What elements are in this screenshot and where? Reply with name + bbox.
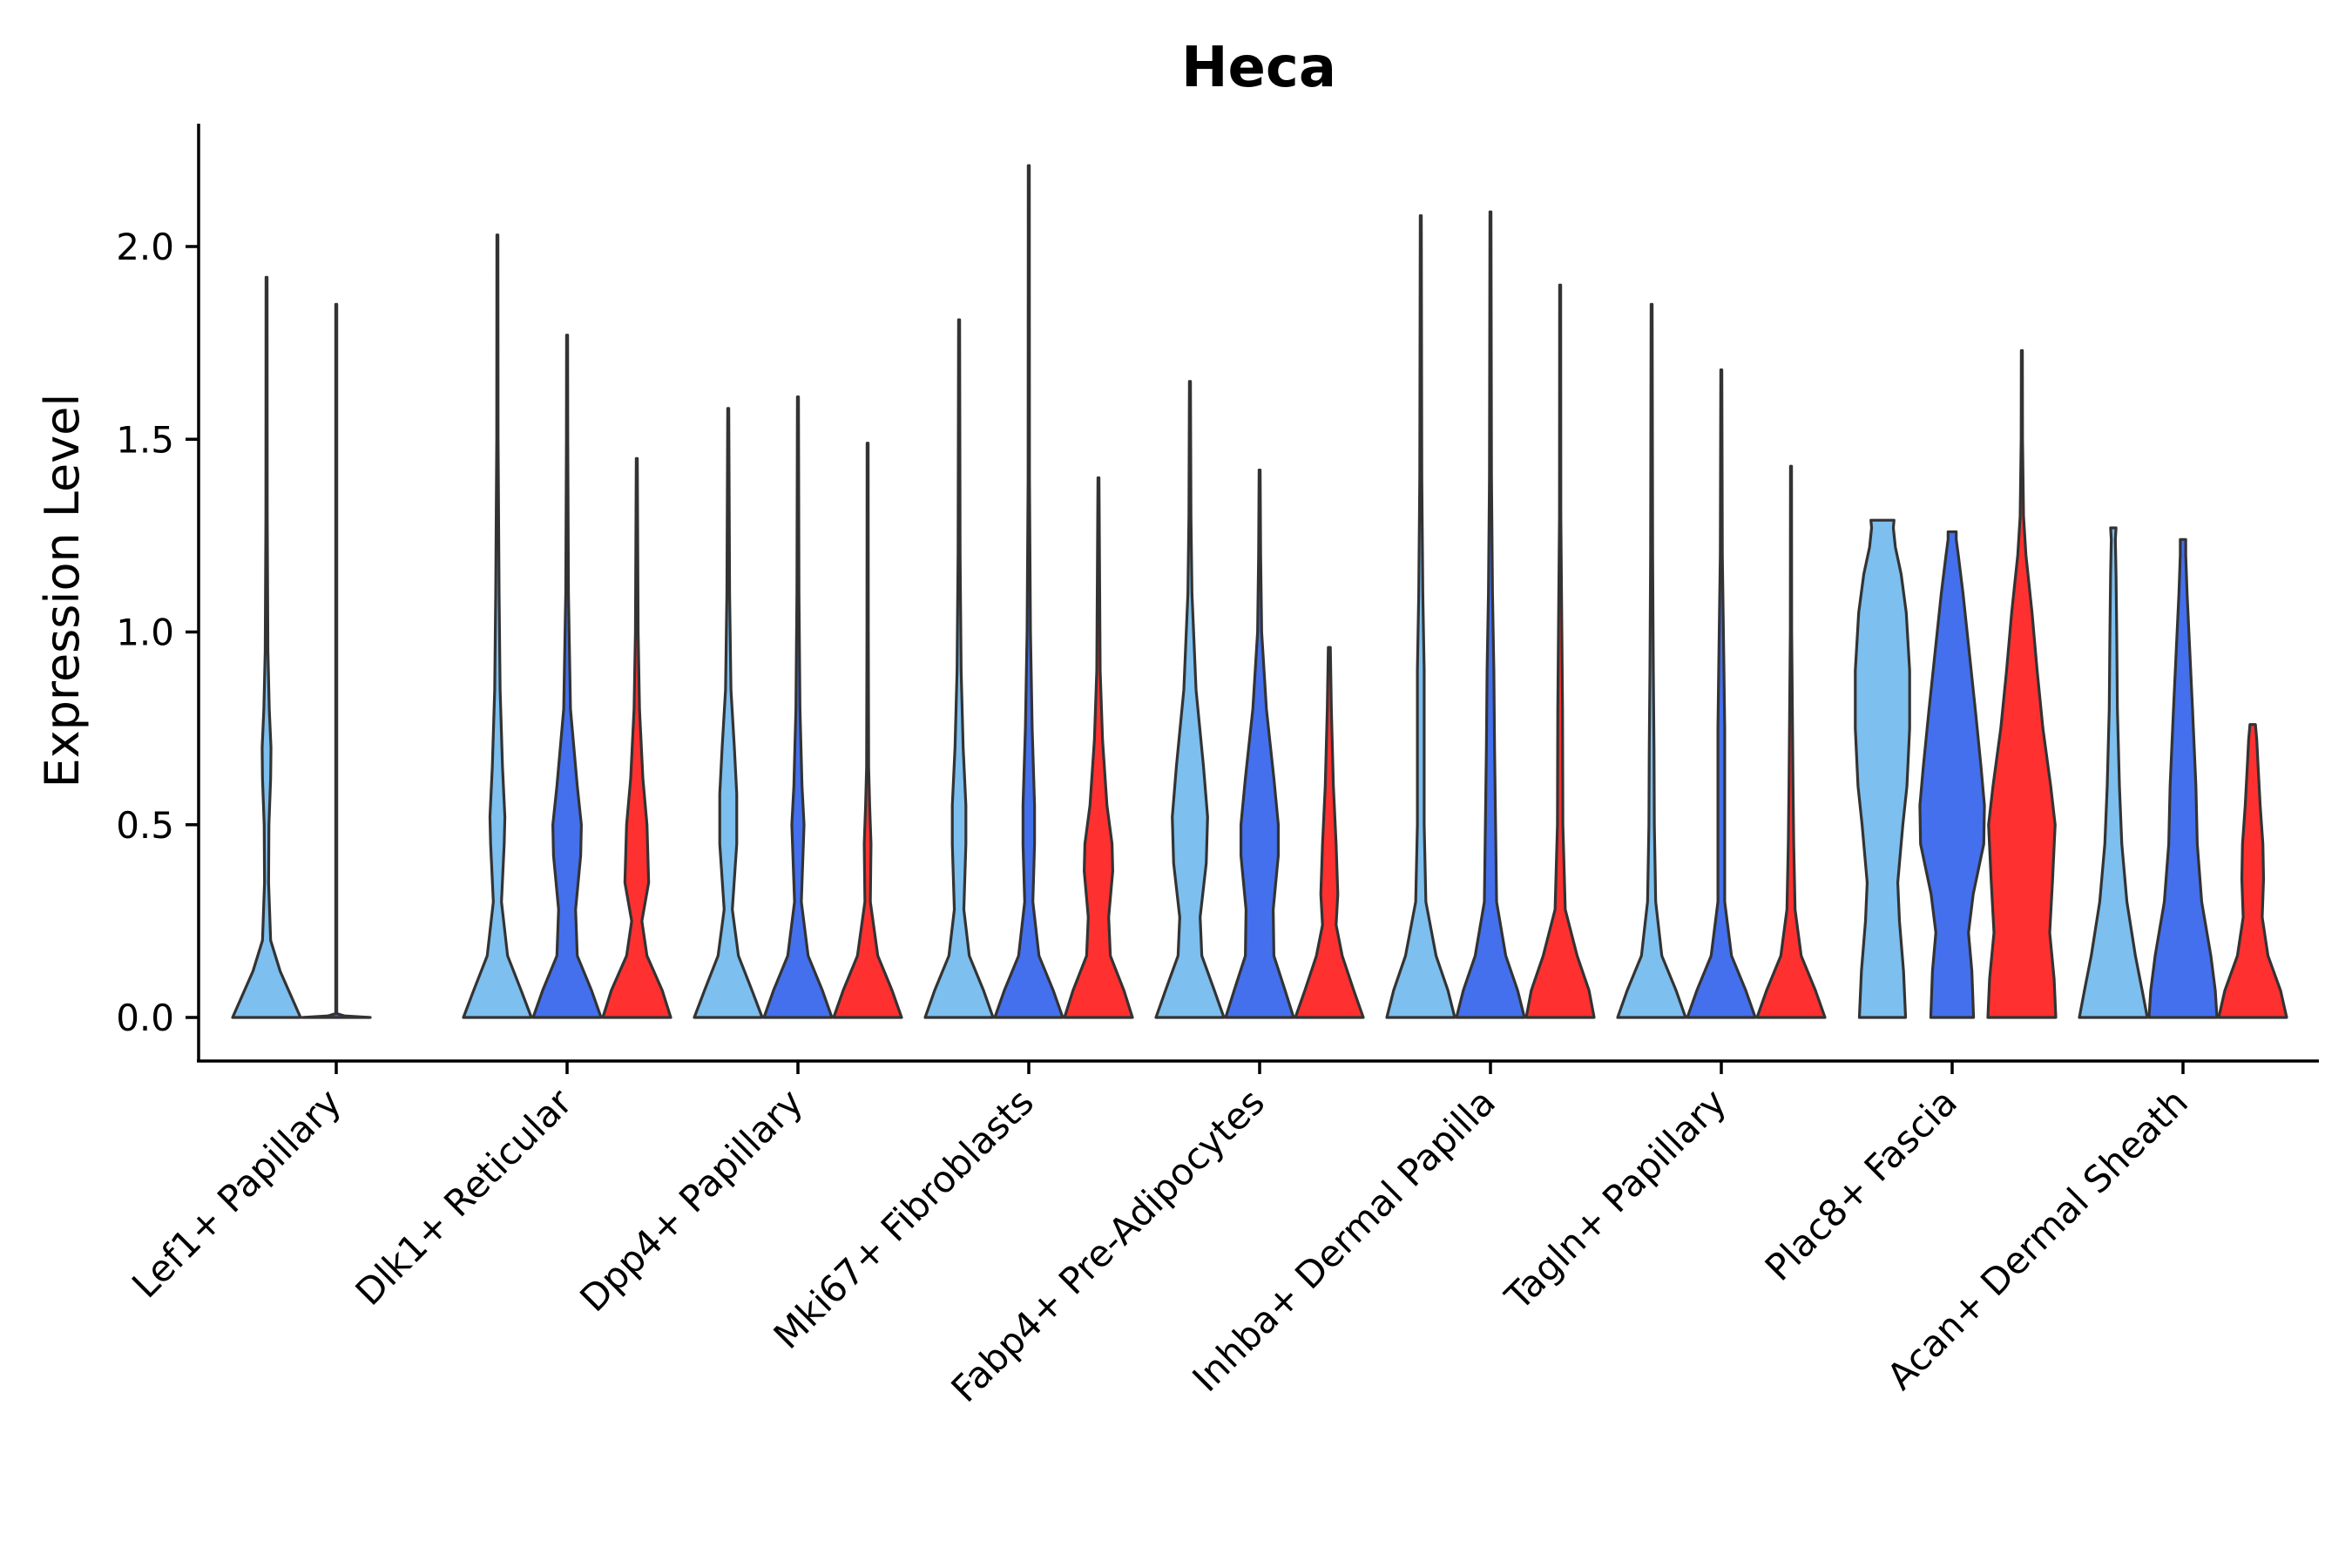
violin-group-2-cat-3 — [993, 164, 1064, 1019]
violin-group-3-cat-7 — [1986, 348, 2058, 1019]
violin-group-1-cat-4 — [1154, 380, 1226, 1019]
y-axis-label: Expression Level — [35, 394, 90, 788]
violin-group-3-cat-2 — [832, 442, 903, 1019]
violin-group-1-cat-3 — [923, 318, 995, 1019]
violin-group-1-cat-5 — [1385, 214, 1456, 1019]
y-ticks-layer: 0.0 0.5 1.0 1.5 2.0 — [116, 226, 199, 1039]
x-tick-label: Dlk1+ Reticular — [348, 1080, 581, 1314]
violin-group-2-cat-0 — [301, 302, 372, 1019]
y-tick-label: 1.0 — [116, 612, 174, 654]
violin-group-2-cat-4 — [1224, 469, 1295, 1019]
violin-group-1-cat-6 — [1616, 302, 1687, 1019]
violin-group-2-cat-2 — [762, 395, 834, 1019]
x-tick-label: Lef1+ Papillary — [124, 1080, 349, 1306]
x-tick-label: Mki67+ Fibroblasts — [766, 1080, 1042, 1356]
violin-group-2-cat-8 — [2147, 537, 2219, 1019]
violin-group-3-cat-6 — [1755, 464, 1827, 1019]
y-tick-label: 0.0 — [116, 997, 174, 1039]
violin-group-1-cat-0 — [231, 275, 302, 1019]
violin-group-3-cat-1 — [601, 456, 672, 1019]
x-tick-label: Dpp4+ Papillary — [571, 1080, 811, 1320]
chart-title: Heca — [1181, 36, 1336, 100]
y-tick-label: 1.5 — [116, 418, 174, 461]
violin-group-3-cat-3 — [1063, 476, 1134, 1019]
axes-layer — [197, 124, 2319, 1063]
violins-layer — [231, 164, 2288, 1019]
violin-group-1-cat-2 — [693, 407, 764, 1019]
violin-group-2-cat-7 — [1918, 530, 1986, 1019]
y-tick-label: 2.0 — [116, 226, 174, 268]
violin-group-1-cat-1 — [462, 233, 533, 1019]
x-tick-label: Plac8+ Fascia — [1757, 1080, 1965, 1288]
violin-group-3-cat-5 — [1524, 283, 1596, 1019]
violin-group-3-cat-8 — [2217, 723, 2288, 1019]
x-tick-label: Tagln+ Papillary — [1497, 1080, 1734, 1318]
violin-group-2-cat-5 — [1455, 210, 1526, 1019]
violin-group-3-cat-4 — [1294, 645, 1365, 1019]
violin-group-1-cat-7 — [1854, 518, 1911, 1019]
violin-group-1-cat-8 — [2078, 526, 2149, 1019]
violin-group-2-cat-1 — [531, 334, 603, 1019]
y-tick-label: 0.5 — [116, 804, 174, 847]
violin-group-2-cat-6 — [1686, 368, 1757, 1019]
